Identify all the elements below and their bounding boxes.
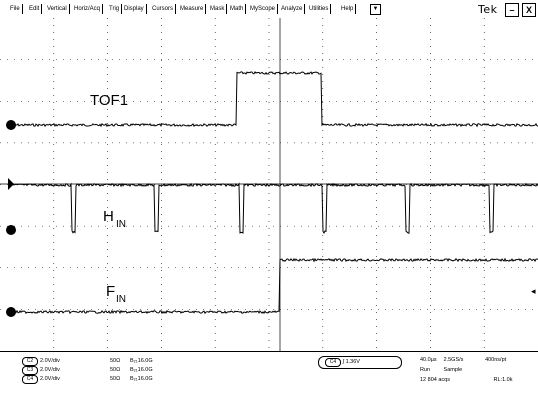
channel-scale: 2.0V/div [40,376,60,382]
menu-vertical[interactable]: Vertical [45,4,70,14]
menu-myscope[interactable]: MyScope [248,4,279,14]
channel-row-c3[interactable]: C3 2.0V/div 50Ω B₂₁16.0G [22,366,153,375]
menu-analyze[interactable]: Analyze [279,4,306,14]
ch-marker-hin [6,225,16,235]
menu-utilities[interactable]: Utilities [307,4,332,14]
ch-marker-fin [6,307,16,317]
channel-badge: C4 [22,375,38,384]
channel-bandwidth: B₂₁16.0G [130,367,153,373]
waveform-display[interactable]: TOF1 H IN F IN ◂ [0,18,538,351]
trigger-readout[interactable]: C4 ∫ 1.36V [318,356,402,369]
channel-scale: 2.0V/div [40,367,60,373]
offscreen-marker-icon: ◂ [531,286,536,296]
channel-bandwidth: B₂₁16.0G [130,358,153,364]
channel-scale: 2.0V/div [40,358,60,364]
menu-bar: File Edit Vertical Horiz/Acq Trig Displa… [0,0,538,19]
acq-row-state[interactable]: Run Sample [420,367,462,373]
channel-row-c4[interactable]: C4 2.0V/div 50Ω B₂₁16.0G [22,375,153,384]
sample-rate: 2.5GS/s [443,357,464,363]
channel-impedance: 50Ω [110,367,121,373]
waveform-fin [11,257,538,315]
ch-marker-tof1 [6,120,16,130]
acq-row-timebase[interactable]: 40.0µs 2.5GS/s 400ns/pt [420,357,506,363]
channel-row-c2[interactable]: C2 2.0V/div 50Ω B₂₁16.0G [22,357,153,366]
acq-row-count[interactable]: 12 804 acqs RL:1.0k [420,377,513,383]
waveform-hin [11,182,538,235]
trigger-slope-icon: ∫ [342,359,345,365]
trigger-channel: C4 [325,358,341,367]
trigger-level: 1.36V [345,359,360,365]
minimize-button[interactable]: – [505,3,519,17]
status-bar: C2 2.0V/div 50Ω B₂₁16.0G C3 2.0V/div 50Ω B₂₁16… [0,351,538,396]
trace-label-fin-sub: IN [116,294,126,305]
acq-mode: Sample [443,367,463,373]
channel-bandwidth: B₂₁16.0G [130,376,153,382]
trace-label-hin-sub: IN [116,219,126,230]
graticule [0,18,538,351]
menu-file[interactable]: File [8,4,23,14]
ch-marker-ground [8,178,14,190]
trace-label-hin: H [103,208,114,225]
menu-horiz-acq[interactable]: Horiz/Acq [72,4,104,14]
channel-badge: C3 [22,366,38,375]
run-state: Run [420,367,431,373]
help-dropdown-icon[interactable]: ▼ [370,4,381,15]
trace-label-fin: F [106,283,115,300]
record-length: RL:1.0k [493,377,513,383]
channel-badge: C2 [22,357,38,366]
menu-trig[interactable]: Trig [107,4,123,14]
waveform-tof1 [11,71,538,128]
trace-label-tof1: TOF1 [90,92,128,109]
menu-cursors[interactable]: Cursors [150,4,177,14]
menu-measure[interactable]: Measure [178,4,207,14]
point-spacing: 400ns/pt [485,357,507,363]
channel-impedance: 50Ω [110,358,121,364]
menu-math[interactable]: Math [228,4,247,14]
acq-count: 12 804 acqs [420,377,450,383]
menu-mask[interactable]: Mask [208,4,228,14]
channel-impedance: 50Ω [110,376,121,382]
menu-edit[interactable]: Edit [27,4,43,14]
menu-display[interactable]: Display [122,4,147,14]
time-per-div: 40.0µs [420,357,437,363]
tek-logo: Tek [478,3,498,16]
close-button[interactable]: X [522,3,536,17]
menu-help[interactable]: Help [339,4,357,14]
